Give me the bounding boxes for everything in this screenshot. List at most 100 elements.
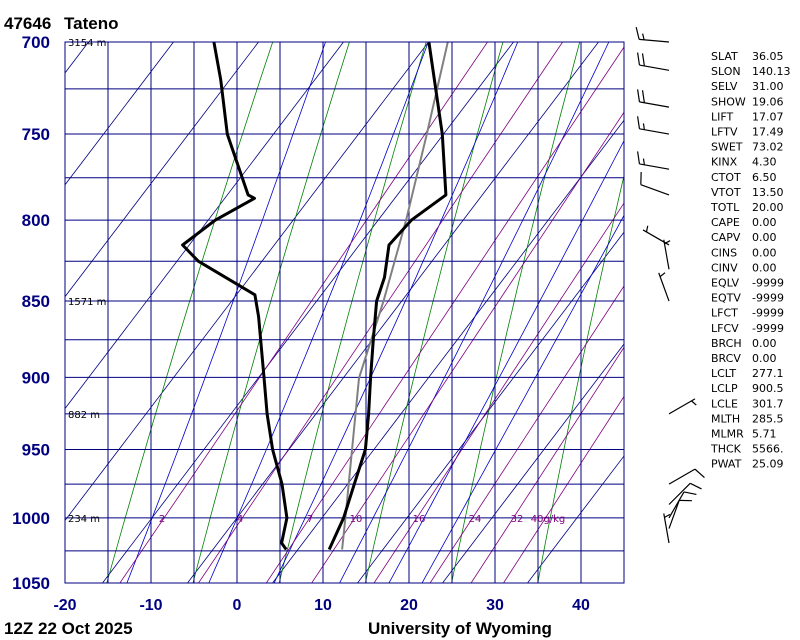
index-key: LFTV [711,126,738,139]
index-value: 13.50 [752,186,784,199]
index-key: CINV [711,261,738,274]
height-label: 3154 m [68,38,106,49]
wind-barb [663,513,671,544]
indices-panel: SLAT 36.05 SLON 140.13 SELV 31.00 SHOW 19.06 LIF… [710,50,791,471]
temperature-profile-line [327,42,448,551]
index-key: SWET [711,141,743,154]
height-label: 234 m [68,514,100,525]
index-key: VTOT [711,186,741,199]
moist-adiabat-line [208,42,429,583]
index-value: 20.00 [752,201,784,214]
parcel-path-line [341,42,449,550]
isotherm-line [272,119,624,583]
mixing-ratio-line [265,46,624,583]
wind-barb [658,272,670,302]
index-key: CINS [711,246,737,259]
pressure-tick-label: 750 [22,125,50,144]
wind-barbs [635,26,705,544]
pressure-tick-label: 950 [22,440,50,459]
index-value: 17.49 [752,126,784,139]
index-value: 73.02 [752,141,784,154]
pressure-tick-label: 1000 [12,509,50,528]
pressure-tick-label: 700 [22,33,50,52]
index-value: 36.05 [752,50,784,63]
temperature-tick-label: -20 [53,597,76,614]
isotherm-line [65,42,259,298]
mixing-ratio-line [373,202,624,583]
dry-adiabat-line [451,42,581,583]
index-key: SLAT [711,50,738,63]
mixing-ratio-label: 10 [350,514,363,525]
mixing-ratio-line [311,111,624,583]
index-value: 0.00 [752,246,777,259]
index-key: SHOW [711,95,746,108]
index-value: 277.1 [752,367,784,380]
wind-barb [668,491,697,519]
index-key: MLTH [711,412,740,425]
index-key: MLMR [711,428,744,441]
temperature-tick-label: 10 [314,597,332,614]
index-value: 5.71 [752,428,777,441]
wind-barb [642,225,670,246]
index-value: 0.00 [752,337,777,350]
pressure-tick-label: 1050 [12,574,50,593]
index-key: CTOT [711,171,741,184]
wind-barb [637,89,670,108]
mixing-ratio-label: 32 [511,514,524,525]
index-key: LCLE [711,397,738,410]
mixing-ratio-label: 24 [469,514,482,525]
wind-barb [637,116,670,135]
index-value: 17.07 [752,110,784,123]
index-key: BRCV [711,352,741,365]
index-value: 900.5 [752,382,784,395]
index-key: EQLV [711,277,740,290]
isotherm-line [0,42,4,583]
index-value: 4.30 [752,156,777,169]
index-key: LCLP [711,382,738,395]
dewpoint-profile-line [181,42,289,551]
wind-barb [637,52,670,71]
index-key: SLON [711,65,741,78]
index-key: THCK [710,443,742,456]
index-key: SELV [711,80,738,93]
sounding-profiles [181,42,449,551]
wind-barb [640,171,670,196]
index-value: -9999 [752,322,784,335]
height-label: 882 m [68,410,100,421]
isotherm-line [65,42,174,186]
dry-adiabat-line [796,42,800,583]
index-key: KINX [711,156,738,169]
isobars [65,41,624,584]
wind-barb [637,151,670,170]
plot-frame [64,41,625,584]
mixing-ratio-label: 7 [307,514,313,525]
index-value: 19.06 [752,95,784,108]
isotherm-line [102,42,514,583]
wind-barb [668,468,705,485]
index-key: CAPE [711,216,740,229]
temperature-tick-label: 0 [233,597,242,614]
dry-adiabat-line [106,42,274,583]
observation-time: 12Z 22 Oct 2025 [4,619,133,638]
wind-barb [668,398,697,415]
index-value: 285.5 [752,412,784,425]
height-label: 1571 m [68,297,106,308]
mixing-ratio-line [503,395,624,583]
data-source: University of Wyoming [368,619,552,638]
isotherm-line [527,455,624,583]
index-key: PWAT [711,458,742,471]
temperature-tick-label: -10 [139,597,162,614]
isotherm-line [442,343,624,583]
dry-adiabat-line [365,42,504,583]
index-value: 301.7 [752,397,784,410]
index-key: BRCH [711,337,742,350]
mixing-ratio-label: 40g/kg [531,514,566,525]
mixing-ratio-label: 16 [413,514,426,525]
index-key: TOTL [710,201,740,214]
index-key: EQTV [711,292,741,305]
index-key: LIFT [711,110,734,123]
isotherms-vertical [64,42,625,583]
index-value: -9999 [752,292,784,305]
